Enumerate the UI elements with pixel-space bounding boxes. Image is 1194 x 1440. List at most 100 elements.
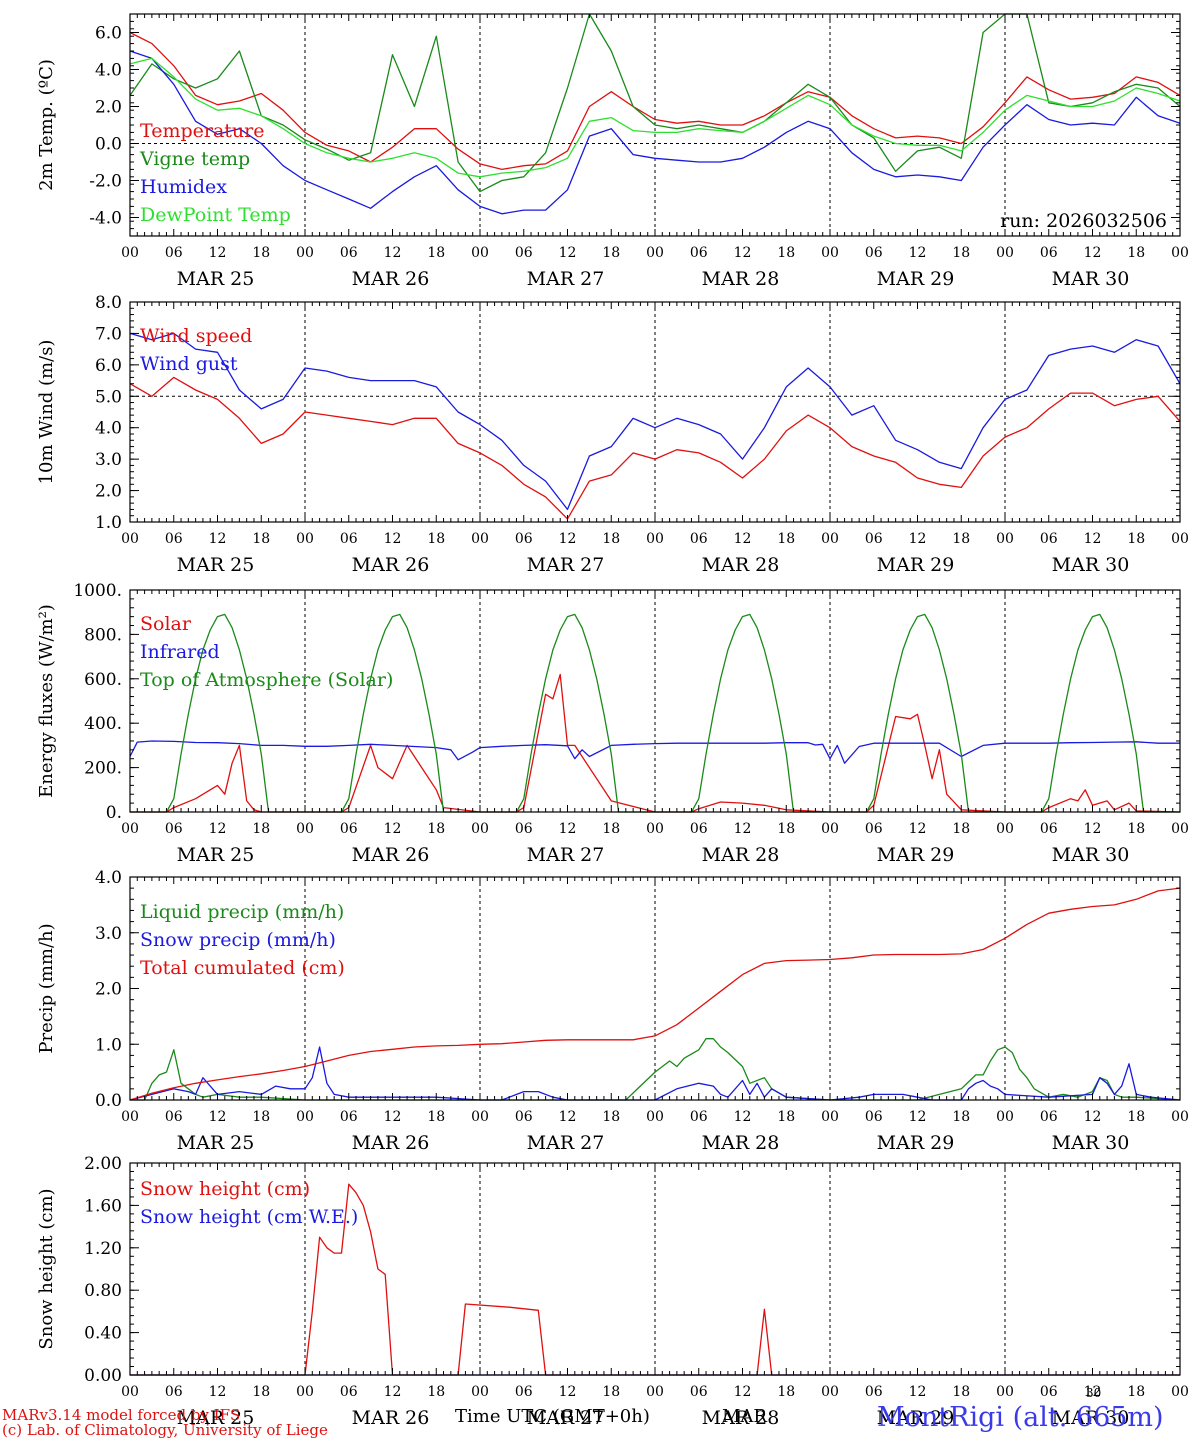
x-tick-label: 00 [296,531,314,547]
day-label: MAR 28 [702,554,780,576]
x-tick-label: 12 [384,531,402,547]
y-tick-label: 0.80 [84,1281,122,1301]
x-tick-label: 12 [384,245,402,261]
x-tick-label: 12 [1084,1384,1102,1400]
x-tick-label: 06 [165,821,183,837]
x-tick-label: 06 [690,245,708,261]
x-tick-label: 00 [121,245,139,261]
x-tick-label: 00 [1171,245,1189,261]
day-label: MAR 29 [877,1132,955,1154]
x-tick-label: 00 [121,531,139,547]
legend-entry: Infrared [140,641,220,663]
x-tick-label: 12 [209,1109,227,1125]
x-tick-label: 00 [296,245,314,261]
y-tick-label: 1.60 [84,1196,122,1216]
day-label: MAR 27 [527,1407,605,1429]
y-tick-label: 2.00 [84,1154,122,1174]
y-tick-label: 600. [84,670,122,690]
x-tick-label: 12 [384,1109,402,1125]
x-tick-label: 18 [602,245,620,261]
y-tick-label: 3.0 [95,450,122,470]
x-tick-label: 12 [209,531,227,547]
legend-entry: Liquid precip (mm/h) [140,901,344,923]
day-label: MAR 25 [177,554,255,576]
x-tick-label: 00 [296,1109,314,1125]
day-label: MAR 30 [1052,554,1130,576]
x-tick-label: 18 [952,821,970,837]
x-tick-label: 00 [646,1384,664,1400]
legend-entry: Humidex [140,176,227,198]
x-tick-label: 06 [515,821,533,837]
y-tick-label: 0.0 [95,1091,122,1111]
x-tick-label: 00 [821,1109,839,1125]
day-label: MAR 25 [177,1132,255,1154]
x-tick-label: 18 [427,1384,445,1400]
y-axis-label: Snow height (cm) [36,1188,57,1349]
x-tick-label: 12 [559,531,577,547]
y-tick-label: 5.0 [95,387,122,407]
x-tick-label: 12 [909,531,927,547]
legend-entry: Vigne temp [139,148,250,170]
day-label: MAR 30 [1052,1407,1130,1429]
x-tick-label: 00 [471,245,489,261]
x-tick-label: 06 [690,1384,708,1400]
x-tick-label: 12 [384,821,402,837]
y-tick-label: 1.20 [84,1239,122,1259]
x-tick-label: 12 [1084,821,1102,837]
x-tick-label: 18 [952,1109,970,1125]
x-tick-label: 00 [471,531,489,547]
x-tick-label: 18 [952,531,970,547]
day-label: MAR 28 [702,1407,780,1429]
y-tick-label: 6.0 [95,24,122,44]
x-tick-label: 12 [909,1384,927,1400]
y-tick-label: 2.0 [95,980,122,1000]
x-tick-label: 06 [165,245,183,261]
day-label: MAR 25 [177,1407,255,1429]
x-tick-label: 00 [646,1109,664,1125]
x-tick-label: 06 [1040,1384,1058,1400]
y-tick-label: 2.0 [95,98,122,118]
x-tick-label: 12 [734,1384,752,1400]
legend-entry: Snow precip (mm/h) [140,929,336,951]
x-tick-label: 18 [252,245,270,261]
x-tick-label: 00 [996,245,1014,261]
day-label: MAR 27 [527,268,605,290]
y-tick-label: 0.40 [84,1324,122,1344]
panel-2: 1.0 2.0 3.0 4.0 5.0 6.0 7.0 8.0 10m Wind (m/s) 00… [36,293,1189,576]
x-tick-label: 18 [1127,821,1145,837]
x-tick-label: 18 [1127,245,1145,261]
legend-entry: Total cumulated (cm) [140,957,345,979]
day-label: MAR 29 [877,844,955,866]
x-tick-label: 00 [296,821,314,837]
x-tick-label: 06 [1040,1109,1058,1125]
x-tick-label: 18 [777,245,795,261]
x-tick-label: 06 [340,1109,358,1125]
x-tick-label: 12 [1084,245,1102,261]
x-tick-label: 18 [952,245,970,261]
y-tick-label: -4.0 [89,209,122,229]
x-tick-label: 00 [646,245,664,261]
x-tick-label: 18 [427,531,445,547]
day-label: MAR 27 [527,554,605,576]
x-tick-label: 00 [1171,1384,1189,1400]
x-tick-label: 06 [1040,245,1058,261]
y-axis-label: Precip (mm/h) [36,923,57,1053]
x-tick-label: 18 [1127,1109,1145,1125]
day-label: MAR 27 [527,844,605,866]
series-infrared-line [129,740,1180,764]
legend-entry: Snow height (cm) [140,1178,310,1200]
day-label: MAR 26 [352,1132,430,1154]
x-tick-label: 00 [821,821,839,837]
series-dewpoint-temp-line [129,57,1181,178]
x-tick-label: 00 [296,1384,314,1400]
x-tick-label: 18 [252,1384,270,1400]
x-tick-label: 18 [252,821,270,837]
x-tick-label: 00 [996,1109,1014,1125]
y-tick-label: 2.0 [95,482,122,502]
series-liquid-precip-mm-h-line [130,1038,1181,1101]
legend-entry: Snow height (cm W.E.) [140,1206,358,1228]
day-label: MAR 25 [177,844,255,866]
y-tick-label: 4.0 [95,419,122,439]
x-tick-label: 06 [165,1384,183,1400]
x-tick-label: 18 [777,1109,795,1125]
